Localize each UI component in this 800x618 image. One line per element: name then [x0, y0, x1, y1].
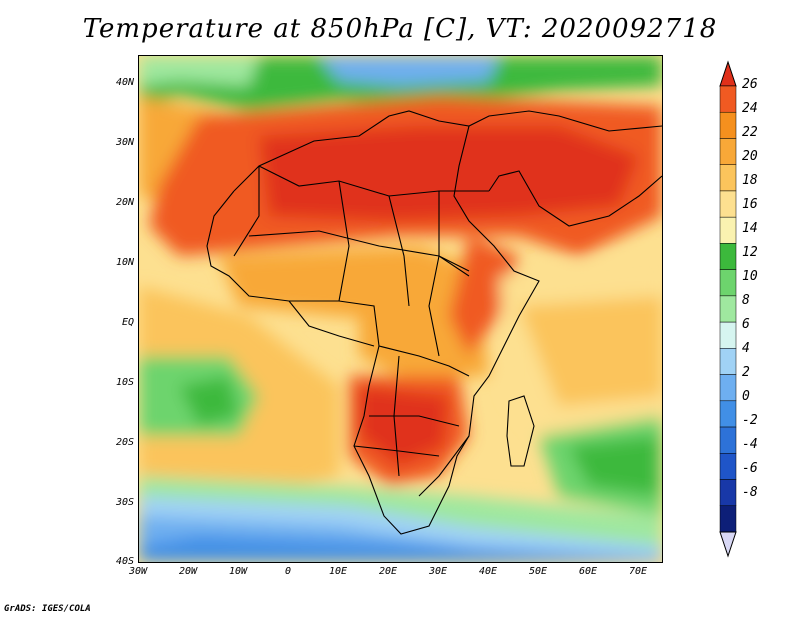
colorbar-segment	[719, 164, 737, 192]
colorbar-label: 0	[742, 389, 750, 404]
colorbar-segment	[719, 426, 737, 454]
colorbar-label: -8	[742, 485, 758, 500]
colorbar-segment	[719, 216, 737, 244]
lat-tick-30n: 30N	[115, 137, 134, 148]
lat-tick-10n: 10N	[115, 257, 134, 268]
colorbar-segment	[719, 111, 737, 139]
colorbar-label: 18	[742, 173, 758, 188]
colorbar-segment	[719, 348, 737, 375]
colorbar-segment	[719, 400, 737, 428]
colorbar-bottom-arrow	[719, 531, 737, 558]
colorbar-label: -2	[742, 413, 758, 428]
map-title: Temperature at 850hPa [C], VT: 202009271…	[82, 14, 718, 44]
lon-tick-50e: 50E	[528, 566, 548, 577]
temperature-field	[139, 56, 662, 562]
field-shading	[139, 56, 662, 562]
lat-tick-20n: 20N	[115, 197, 134, 208]
colorbar-label: 20	[742, 149, 758, 164]
colorbar-label: 12	[742, 245, 758, 260]
credit-text: GrADS: IGES/COLA	[4, 604, 91, 614]
lon-tick-30w: 30W	[128, 566, 148, 577]
colorbar-label: 8	[742, 293, 750, 308]
colorbar-top-arrow	[719, 60, 737, 87]
colorbar-segment	[719, 505, 737, 533]
colorbar-segment	[719, 138, 737, 165]
colorbar	[719, 60, 737, 558]
lon-tick-70e: 70E	[628, 566, 648, 577]
colorbar-label: -4	[742, 437, 758, 452]
colorbar-label: 4	[742, 341, 750, 356]
colorbar-segment	[719, 85, 737, 113]
colorbar-segment	[719, 453, 737, 480]
colorbar-label: 2	[742, 365, 750, 380]
lon-tick-10w: 10W	[228, 566, 248, 577]
colorbar-segment	[719, 269, 737, 297]
lon-tick-0: 0	[284, 566, 292, 577]
coastlines	[206, 110, 662, 535]
lat-tick-10s: 10S	[115, 377, 134, 388]
colorbar-label: 24	[742, 101, 758, 116]
colorbar-segment	[719, 190, 737, 218]
lat-tick-eq: EQ	[121, 317, 134, 328]
colorbar-label: 16	[742, 197, 758, 212]
colorbar-segment	[719, 295, 737, 323]
colorbar-segment	[719, 243, 737, 270]
lon-tick-60e: 60E	[578, 566, 598, 577]
lat-tick-40n: 40N	[115, 77, 134, 88]
colorbar-segment	[719, 321, 737, 349]
temperature-map	[138, 55, 663, 563]
colorbar-label: 10	[742, 269, 758, 284]
lon-tick-20w: 20W	[178, 566, 198, 577]
colorbar-segment	[719, 479, 737, 507]
lat-tick-40s: 40S	[115, 556, 134, 567]
lon-tick-20e: 20E	[378, 566, 398, 577]
colorbar-label: 22	[742, 125, 758, 140]
colorbar-label: 26	[742, 77, 758, 92]
colorbar-label: 14	[742, 221, 758, 236]
lon-tick-40e: 40E	[478, 566, 498, 577]
colorbar-label: 6	[742, 317, 750, 332]
colorbar-segments	[719, 85, 737, 533]
colorbar-label: -6	[742, 461, 758, 476]
lat-tick-20s: 20S	[115, 437, 134, 448]
lat-tick-30s: 30S	[115, 497, 134, 508]
lon-tick-10e: 10E	[328, 566, 348, 577]
colorbar-segment	[719, 374, 737, 402]
lon-tick-30e: 30E	[428, 566, 448, 577]
